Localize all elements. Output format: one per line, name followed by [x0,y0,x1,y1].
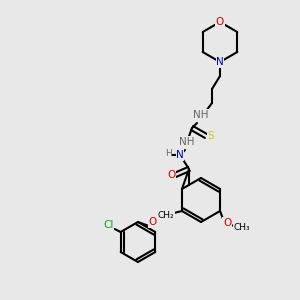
Text: CH₃: CH₃ [234,223,250,232]
Text: O: O [216,17,224,27]
Text: O: O [149,217,157,227]
Text: N: N [216,57,224,67]
Text: O: O [223,218,231,228]
Text: N: N [176,150,184,160]
Text: H: H [165,149,171,158]
Text: O: O [167,170,175,180]
Text: Cl: Cl [103,220,114,230]
Text: NH: NH [193,110,209,120]
Text: CH₂: CH₂ [158,212,174,220]
Text: NH: NH [179,137,195,147]
Text: S: S [208,131,214,141]
